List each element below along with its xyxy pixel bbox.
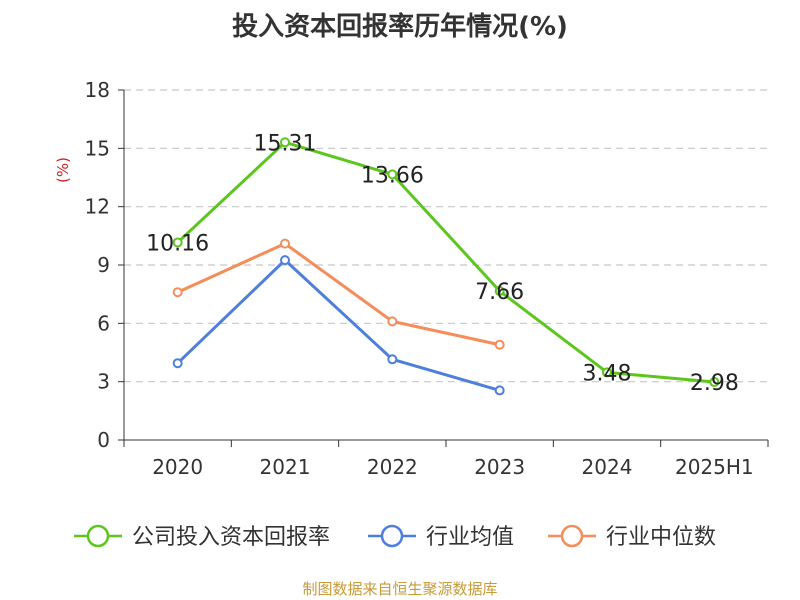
data-point[interactable] [172,287,183,298]
data-point[interactable] [494,286,505,297]
legend-item[interactable]: 行业中位数 [548,524,716,550]
source-note: 制图数据来自恒生聚源数据库 [302,580,498,598]
y-axis-label: (%) [54,157,72,183]
data-point[interactable] [494,385,505,396]
data-point[interactable] [280,255,290,266]
axes: 0 3 6 9 12 15 18 2020 2021 2022 2023 2024 2025H1 (%) [54,78,769,479]
y-tick-label: 15 [85,136,110,160]
data-labels: 10.16 15.31 13.66 7.66 3.48 2.98 [146,131,739,396]
data-point[interactable] [387,169,398,180]
series-line [176,140,715,384]
y-tick-label: 12 [85,195,110,219]
x-tick-label: 2025H1 [675,455,754,479]
y-tick-label: 18 [85,78,110,102]
legend-item[interactable]: 公司投入资本回报率 [74,524,330,550]
data-point[interactable] [602,367,612,378]
data-label: 3.48 [583,361,632,386]
legend-marker-icon [560,524,584,548]
x-tick-label: 2024 [582,455,633,479]
data-point[interactable] [172,358,183,369]
series-layer [172,137,720,396]
y-tick-label: 0 [97,428,110,452]
data-point[interactable] [494,339,505,350]
data-label: 7.66 [475,280,524,305]
x-tick-label: 2020 [152,455,203,479]
x-tick-label: 2022 [367,455,418,479]
legend-label: 行业中位数 [606,525,716,550]
x-tick-label: 2023 [474,455,525,479]
y-tick-label: 6 [97,311,110,335]
data-label: 13.66 [361,163,424,188]
series-line [177,242,500,347]
legend-label: 公司投入资本回报率 [132,525,330,550]
grid-lines [124,89,768,383]
legend-item[interactable]: 行业均值 [368,524,514,550]
data-point[interactable] [387,316,398,327]
legend[interactable]: 公司投入资本回报率 行业均值 行业中位数 [74,524,716,550]
data-point[interactable] [709,377,720,388]
y-tick-label: 9 [97,253,110,277]
series-line [176,258,501,392]
legend-label: 行业均值 [426,525,514,550]
y-tick-label: 3 [97,370,110,394]
data-point[interactable] [172,237,183,248]
data-point[interactable] [280,238,290,249]
chart-title: 投入资本回报率历年情况(%) [232,12,568,42]
x-tick-label: 2021 [260,455,311,479]
data-point[interactable] [280,137,290,148]
data-label: 15.31 [254,131,317,156]
data-label: 10.16 [146,231,209,256]
legend-marker-icon [380,524,404,548]
legend-marker-icon [86,524,110,548]
data-label: 2.98 [690,371,739,396]
data-point[interactable] [387,354,398,365]
